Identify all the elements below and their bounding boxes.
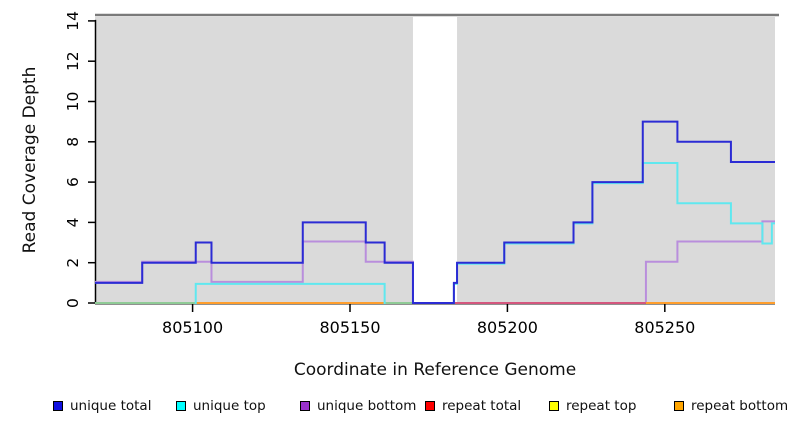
repeat-top-swatch-icon xyxy=(549,401,559,411)
legend-label: unique top xyxy=(193,398,266,414)
legend-item-unique-top: unique top xyxy=(176,398,266,414)
legend-label: repeat total xyxy=(442,398,522,414)
x-tick-label: 805100 xyxy=(162,318,223,337)
y-tick-label: 8 xyxy=(64,137,82,147)
unique-top-line xyxy=(194,282,386,304)
legend-item-repeat-total: repeat total xyxy=(425,398,521,414)
y-tick-label: 0 xyxy=(64,298,82,308)
unique-bottom-line xyxy=(644,220,775,302)
x-tick-label: 805250 xyxy=(634,318,695,337)
legend: unique total unique top unique bottom re… xyxy=(0,398,792,424)
unique-bottom-swatch-icon xyxy=(300,401,310,411)
legend-item-repeat-top: repeat top xyxy=(549,398,636,414)
legend-label: repeat bottom xyxy=(691,398,789,414)
x-axis-title: Coordinate in Reference Genome xyxy=(293,360,577,380)
legend-label: unique bottom xyxy=(317,398,417,414)
y-tick-label: 12 xyxy=(64,51,82,71)
x-tick-label: 805150 xyxy=(319,318,380,337)
y-axis-title: Read Coverage Depth xyxy=(20,66,40,254)
legend-item-repeat-bottom: repeat bottom xyxy=(674,398,788,414)
legend-label: repeat top xyxy=(566,398,637,414)
legend-label: unique total xyxy=(70,398,152,414)
legend-item-unique-bottom: unique bottom xyxy=(300,398,416,414)
y-tick-label: 4 xyxy=(64,217,82,227)
panel-background-right xyxy=(457,17,775,303)
y-tick-label: 14 xyxy=(64,11,82,31)
x-tick-label: 805200 xyxy=(477,318,538,337)
y-tick-label: 2 xyxy=(64,258,82,268)
y-tick-label: 6 xyxy=(64,177,82,187)
panel-background-left xyxy=(95,17,413,303)
y-tick-label: 10 xyxy=(64,92,82,112)
repeat-bottom-swatch-icon xyxy=(674,401,684,411)
unique-total-line xyxy=(95,120,775,304)
repeat-total-swatch-icon xyxy=(425,401,435,411)
unique-top-swatch-icon xyxy=(176,401,186,411)
unique-total-swatch-icon xyxy=(53,401,63,411)
legend-item-unique-total: unique total xyxy=(53,398,151,414)
